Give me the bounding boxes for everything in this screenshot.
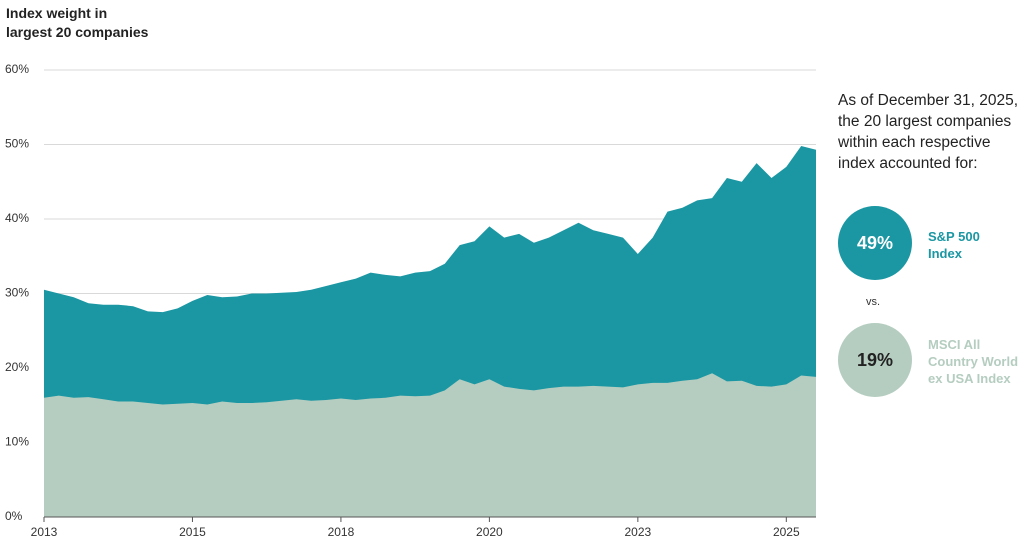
x-tick-label: 2013 xyxy=(31,525,58,539)
y-tick-label: 10% xyxy=(5,435,29,449)
y-tick-label: 60% xyxy=(5,62,29,76)
y-tick-label: 20% xyxy=(5,360,29,374)
y-axis-title: Index weight in largest 20 companies xyxy=(6,5,149,40)
area xyxy=(44,373,816,517)
callout-circle: 19% xyxy=(838,323,912,397)
y-tick-label: 30% xyxy=(5,286,29,300)
x-tick-label: 2023 xyxy=(624,525,651,539)
callout-label: MSCI All Country World ex USA Index xyxy=(928,337,1019,386)
y-tick-label: 0% xyxy=(5,509,23,523)
panel-note: As of December 31, 2025, the 20 largest … xyxy=(838,92,1019,172)
y-tick-label: 50% xyxy=(5,137,29,151)
x-tick-label: 2015 xyxy=(179,525,206,539)
x-tick-label: 2025 xyxy=(773,525,800,539)
separator: vs. xyxy=(866,296,881,308)
x-tick-label: 2018 xyxy=(328,525,355,539)
x-tick-label: 2020 xyxy=(476,525,503,539)
callout-label: S&P 500 Index xyxy=(928,229,980,261)
callout-circle: 49% xyxy=(838,206,912,280)
y-tick-label: 40% xyxy=(5,211,29,225)
